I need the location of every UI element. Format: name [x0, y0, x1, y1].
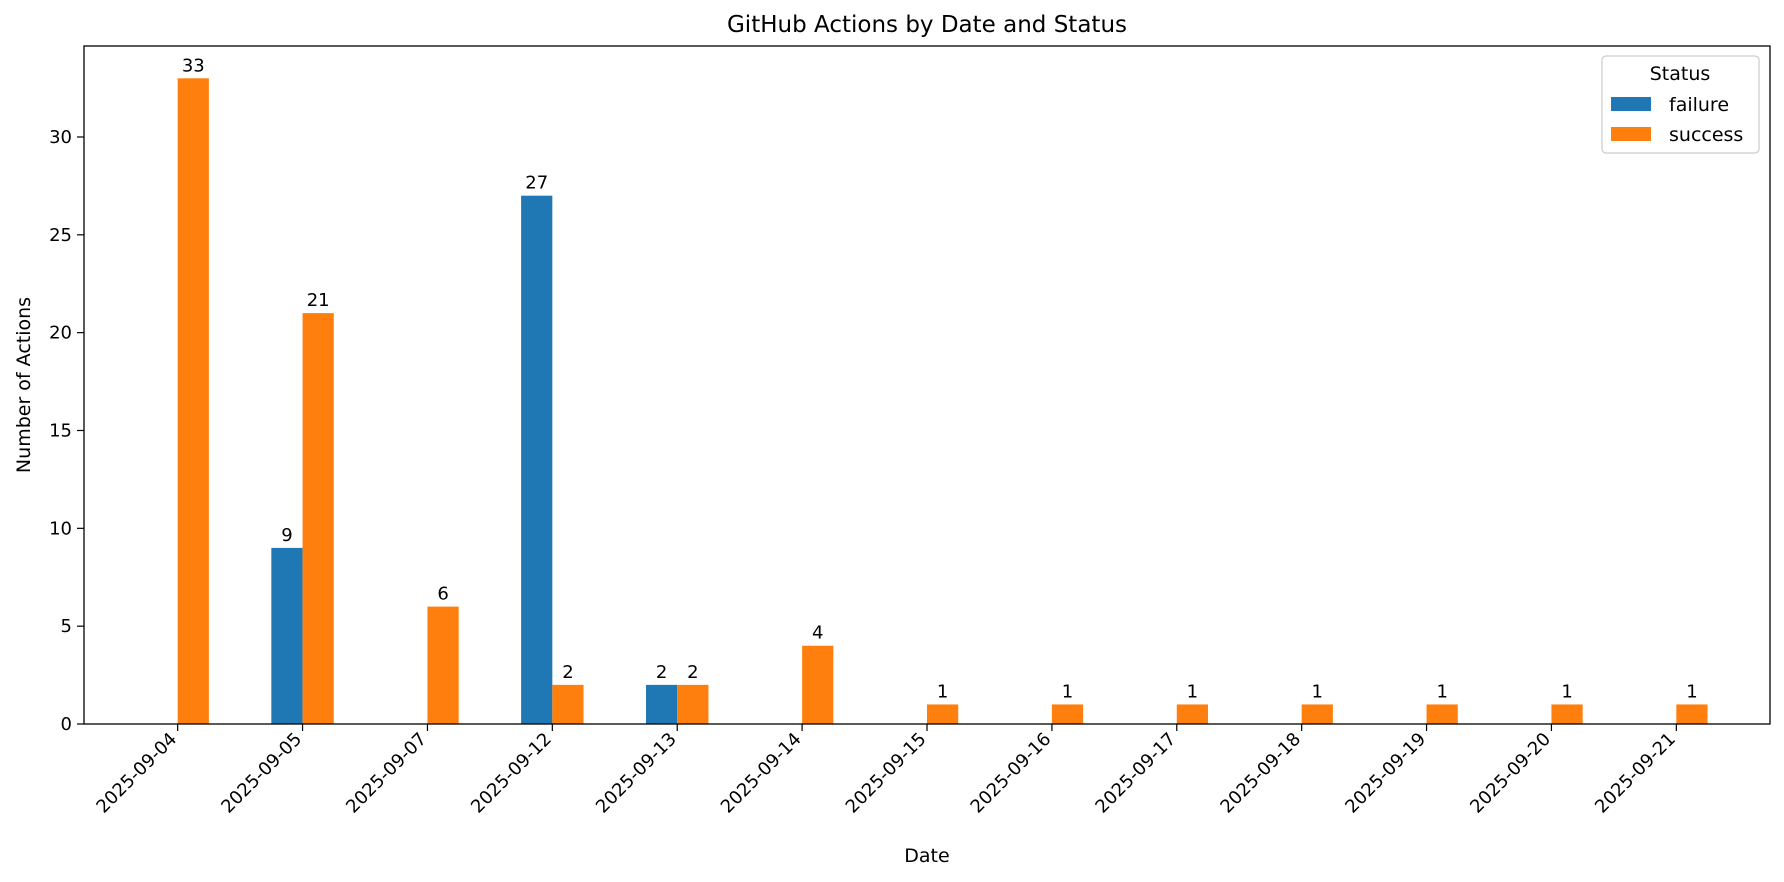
bar-failure-2025-09-05 [271, 547, 303, 724]
x-tick-label: 2025-09-13 [592, 729, 681, 818]
bar-success-2025-09-14 [802, 645, 834, 724]
bar-success-2025-09-17 [1176, 704, 1208, 724]
bar-failure-2025-09-12 [521, 195, 553, 725]
bar-value-label: 2 [656, 662, 667, 683]
legend-label-failure: failure [1669, 94, 1729, 116]
chart-title: GitHub Actions by Date and Status [727, 12, 1127, 38]
bar-success-2025-09-05 [302, 313, 334, 724]
x-tick-label: 2025-09-19 [1341, 729, 1430, 818]
x-tick-label: 2025-09-04 [92, 729, 181, 818]
x-tick-label: 2025-09-07 [342, 729, 431, 818]
bar-success-2025-09-04 [177, 78, 209, 725]
x-tick-label: 2025-09-21 [1591, 729, 1680, 818]
y-tick-label: 20 [49, 323, 72, 344]
legend-swatch-failure [1611, 97, 1651, 111]
x-axis-label: Date [904, 845, 949, 867]
plot-frame [83, 45, 1771, 725]
y-tick-label: 0 [61, 714, 72, 735]
bar-success-2025-09-20 [1551, 704, 1583, 724]
bar-failure-2025-09-13 [646, 684, 678, 724]
bar-success-2025-09-15 [927, 704, 959, 724]
bar-value-label: 1 [1187, 681, 1198, 702]
x-tick-label: 2025-09-12 [467, 729, 556, 818]
x-tick-label: 2025-09-15 [842, 729, 931, 818]
y-tick-label: 30 [49, 127, 72, 148]
bar-value-label: 1 [1312, 681, 1323, 702]
x-tick-label: 2025-09-18 [1216, 729, 1305, 818]
bar-value-label: 1 [1561, 681, 1572, 702]
x-tick-label: 2025-09-05 [217, 729, 306, 818]
bar-value-label: 2 [687, 662, 698, 683]
bar-value-label: 9 [281, 525, 292, 546]
x-tick-label: 2025-09-14 [717, 729, 806, 818]
bar-value-label: 4 [812, 623, 823, 644]
bar-value-label: 1 [937, 681, 948, 702]
x-tick-label: 2025-09-17 [1091, 729, 1180, 818]
bar-success-2025-09-19 [1426, 704, 1458, 724]
legend: Status failure success [1601, 55, 1760, 154]
bar-value-label: 6 [437, 584, 448, 605]
legend-title: Status [1650, 63, 1711, 85]
bar-value-label: 1 [1436, 681, 1447, 702]
bar-value-label: 27 [525, 173, 548, 194]
plot-area: 0 5 10 15 20 25 30 2025-09-04 2025-09-05 2025-09-… [49, 55, 1708, 818]
bar-success-2025-09-07 [427, 606, 459, 724]
y-axis-label: Number of Actions [13, 297, 35, 473]
bar-success-2025-09-16 [1051, 704, 1084, 724]
bar-value-label: 1 [1686, 681, 1697, 702]
bar-success-2025-09-13 [677, 684, 709, 724]
x-tick-label: 2025-09-20 [1466, 729, 1555, 818]
bar-value-label: 33 [182, 55, 205, 76]
bar-value-label: 2 [562, 662, 573, 683]
y-tick-label: 15 [49, 420, 72, 441]
y-tick-label: 5 [61, 616, 72, 637]
y-tick-label: 25 [49, 225, 72, 246]
bar-value-label: 21 [307, 290, 330, 311]
bar-success-2025-09-18 [1301, 704, 1333, 724]
legend-label-success: success [1669, 124, 1743, 146]
y-tick-label: 10 [49, 518, 72, 539]
x-tick-label: 2025-09-16 [967, 729, 1056, 818]
legend-swatch-success [1611, 127, 1651, 141]
bar-success-2025-09-21 [1676, 704, 1708, 724]
bar-value-label: 1 [1062, 681, 1073, 702]
bar-success-2025-09-12 [552, 684, 584, 724]
